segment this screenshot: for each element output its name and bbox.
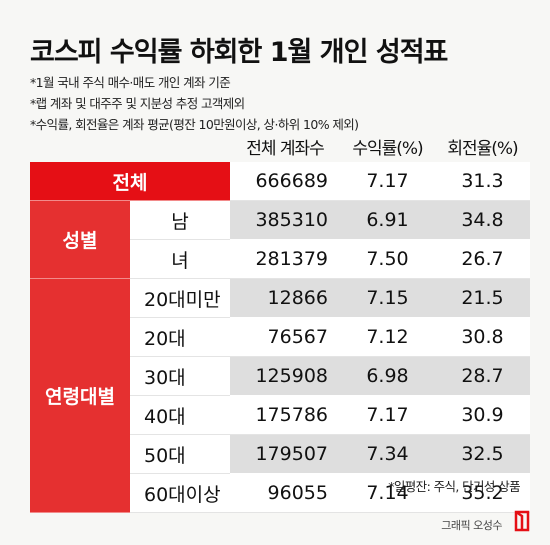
row-label: 20대 <box>130 317 230 357</box>
graphic-credit: 그래픽 오성수 <box>441 519 502 532</box>
note-line: *1월 국내 주식 매수·매도 개인 계좌 기준 <box>30 75 231 90</box>
gender-label: 성별 <box>30 200 130 279</box>
cell-accounts: 179507 <box>230 434 340 474</box>
cell-return: 7.15 <box>340 278 435 318</box>
table-row: 50대 179507 7.34 32.5 <box>30 434 530 474</box>
cell-turnover: 35.2 <box>435 473 530 513</box>
header-return: 수익률(%) <box>352 138 423 159</box>
cell-return: 7.12 <box>340 317 435 357</box>
cell-turnover: 21.5 <box>435 278 530 318</box>
total-label: 전체 <box>30 162 230 201</box>
note-line: *수익률, 회전율은 계좌 평균(평잔 10만원이상, 상·하위 10% 제외) <box>30 117 359 132</box>
cell-return: 7.17 <box>340 162 435 201</box>
row-label: 20대미만 <box>130 278 230 318</box>
note-line: *랩 계좌 및 대주주 및 지분성 추정 고객제외 <box>30 96 245 111</box>
row-label: 30대 <box>130 356 230 396</box>
cell-accounts: 76567 <box>230 317 340 357</box>
cell-accounts: 175786 <box>230 395 340 435</box>
cell-turnover: 32.5 <box>435 434 530 474</box>
cell-return: 7.50 <box>340 239 435 279</box>
row-label: 50대 <box>130 434 230 474</box>
row-label: 40대 <box>130 395 230 435</box>
cell-accounts: 666689 <box>230 162 340 201</box>
cell-accounts: 385310 <box>230 200 340 240</box>
cell-return: 6.91 <box>340 200 435 240</box>
cell-accounts: 281379 <box>230 239 340 279</box>
cell-accounts: 96055 <box>230 473 340 513</box>
header-turnover: 회전율(%) <box>447 138 518 159</box>
table-row: 40대 175786 7.17 30.9 <box>30 395 530 435</box>
cell-return: 7.14 <box>340 473 435 513</box>
results-table: 전체 계좌수 수익률(%) 회전율(%) 전체 666689 7.17 31.3… <box>30 130 530 513</box>
header-accounts: 전체 계좌수 <box>246 138 325 159</box>
header-row: 전체 계좌수 수익률(%) 회전율(%) <box>30 130 530 162</box>
table-row: 연령대별 20대미만 12866 7.15 21.5 <box>30 278 530 513</box>
cell-turnover: 31.3 <box>435 162 530 201</box>
cell-turnover: 34.8 <box>435 200 530 240</box>
footnote: *일평잔: 주식, 단기성 상품 <box>388 479 520 494</box>
cell-accounts: 12866 <box>230 278 340 318</box>
cell-return: 7.17 <box>340 395 435 435</box>
cell-accounts: 125908 <box>230 356 340 396</box>
cell-turnover: 30.8 <box>435 317 530 357</box>
cell-turnover: 30.9 <box>435 395 530 435</box>
table-row: 20대 76567 7.12 30.8 <box>30 317 530 357</box>
table-row: 60대이상 96055 7.14 35.2 <box>30 473 530 513</box>
cell-turnover: 28.7 <box>435 356 530 396</box>
publisher-logo-icon <box>514 510 530 532</box>
row-label: 남 <box>130 200 230 240</box>
age-label: 연령대별 <box>30 278 130 513</box>
row-label: 60대이상 <box>130 473 230 513</box>
table-row: 30대 125908 6.98 28.7 <box>30 356 530 396</box>
page-title: 코스피 수익률 하회한 1월 개인 성적표 <box>30 37 448 68</box>
notes: *1월 국내 주식 매수·매도 개인 계좌 기준 *랩 계좌 및 대주주 및 지… <box>30 72 359 135</box>
cell-return: 6.98 <box>340 356 435 396</box>
cell-turnover: 26.7 <box>435 239 530 279</box>
cell-return: 7.34 <box>340 434 435 474</box>
table-row: 전체 666689 7.17 31.3 <box>30 162 530 201</box>
table-row: 성별 남 385310 6.91 34.8 <box>30 200 530 279</box>
row-label: 녀 <box>130 239 230 279</box>
table-row: 녀 281379 7.50 26.7 <box>30 239 530 279</box>
